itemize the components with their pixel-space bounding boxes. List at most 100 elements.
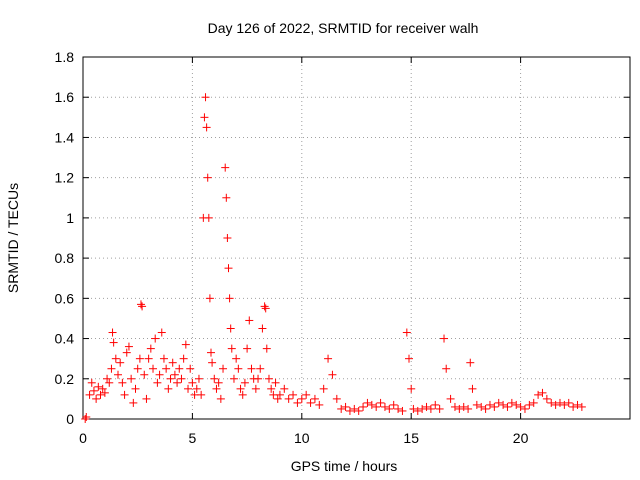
data-point bbox=[245, 316, 254, 325]
data-point bbox=[179, 354, 188, 363]
data-point bbox=[226, 324, 235, 333]
data-point bbox=[534, 390, 543, 399]
data-point bbox=[319, 384, 328, 393]
data-point bbox=[264, 374, 273, 383]
data-point bbox=[240, 378, 249, 387]
data-point bbox=[153, 378, 162, 387]
data-point bbox=[516, 402, 525, 411]
data-point bbox=[186, 364, 195, 373]
data-point bbox=[120, 390, 129, 399]
plot-frame bbox=[82, 56, 631, 420]
data-point bbox=[302, 390, 311, 399]
data-point bbox=[108, 328, 117, 337]
data-point bbox=[107, 364, 116, 373]
data-point bbox=[442, 364, 451, 373]
data-point bbox=[81, 415, 90, 423]
data-point bbox=[431, 400, 440, 409]
data-point bbox=[206, 348, 215, 357]
data-point bbox=[551, 400, 560, 409]
data-point bbox=[118, 378, 127, 387]
data-point bbox=[481, 404, 490, 413]
data-point bbox=[214, 378, 223, 387]
y-tick-label: 0.2 bbox=[55, 371, 75, 387]
x-axis-label: GPS time / hours bbox=[291, 458, 398, 474]
data-point bbox=[560, 400, 569, 409]
data-point bbox=[485, 400, 494, 409]
data-point bbox=[192, 384, 201, 393]
data-point bbox=[243, 344, 252, 353]
data-point bbox=[146, 344, 155, 353]
data-point bbox=[446, 394, 455, 403]
data-point bbox=[394, 404, 403, 413]
data-point bbox=[103, 374, 112, 383]
data-point bbox=[332, 394, 341, 403]
data-point bbox=[188, 378, 197, 387]
data-point bbox=[466, 358, 475, 367]
data-point bbox=[359, 402, 368, 411]
data-point bbox=[162, 364, 171, 373]
data-point bbox=[512, 400, 521, 409]
data-point bbox=[367, 400, 376, 409]
data-point bbox=[140, 370, 149, 379]
data-point bbox=[227, 344, 236, 353]
data-point bbox=[232, 354, 241, 363]
data-point bbox=[168, 358, 177, 367]
data-point bbox=[114, 370, 123, 379]
data-point bbox=[129, 398, 138, 407]
data-point bbox=[328, 370, 337, 379]
data-point bbox=[164, 384, 173, 393]
data-point bbox=[569, 402, 578, 411]
data-point bbox=[254, 374, 263, 383]
y-tick-label: 0.4 bbox=[55, 331, 75, 347]
data-point bbox=[529, 398, 538, 407]
data-point bbox=[372, 402, 381, 411]
data-point bbox=[202, 123, 211, 132]
data-point bbox=[389, 400, 398, 409]
data-point bbox=[468, 384, 477, 393]
data-point bbox=[341, 402, 350, 411]
data-point bbox=[92, 394, 101, 403]
data-point bbox=[260, 302, 269, 311]
data-point bbox=[542, 394, 551, 403]
data-point bbox=[82, 412, 91, 421]
y-tick-label: 0.6 bbox=[55, 290, 75, 306]
data-point bbox=[573, 400, 582, 409]
data-point bbox=[407, 384, 416, 393]
data-point bbox=[216, 394, 225, 403]
data-point bbox=[350, 404, 359, 413]
data-point bbox=[520, 404, 529, 413]
data-point bbox=[175, 364, 184, 373]
data-point bbox=[173, 378, 182, 387]
data-point bbox=[100, 388, 109, 397]
data-point bbox=[426, 404, 435, 413]
data-point bbox=[221, 163, 230, 172]
data-point bbox=[376, 398, 385, 407]
data-point bbox=[234, 364, 243, 373]
data-point bbox=[197, 390, 206, 399]
data-point bbox=[273, 394, 282, 403]
data-point bbox=[224, 264, 233, 273]
y-tick-label: 1.8 bbox=[55, 49, 75, 65]
data-point bbox=[223, 234, 232, 242]
x-tick-label: 20 bbox=[513, 430, 529, 446]
data-point bbox=[142, 394, 151, 403]
data-point bbox=[109, 338, 118, 347]
data-point bbox=[271, 378, 280, 387]
x-tick-label: 5 bbox=[189, 430, 197, 446]
data-point bbox=[157, 328, 166, 337]
data-point bbox=[159, 354, 168, 363]
data-point bbox=[289, 390, 298, 399]
x-tick-label: 10 bbox=[294, 430, 310, 446]
y-tick-label: 1.2 bbox=[55, 170, 75, 186]
data-point bbox=[138, 302, 147, 311]
data-point bbox=[229, 374, 238, 383]
data-point bbox=[405, 354, 414, 363]
y-tick-label: 0 bbox=[66, 411, 74, 427]
data-point bbox=[564, 398, 573, 407]
data-point bbox=[210, 374, 219, 383]
data-point bbox=[297, 394, 306, 403]
data-point bbox=[310, 394, 319, 403]
data-point bbox=[203, 173, 212, 182]
data-point bbox=[293, 398, 302, 407]
data-point bbox=[261, 304, 270, 313]
